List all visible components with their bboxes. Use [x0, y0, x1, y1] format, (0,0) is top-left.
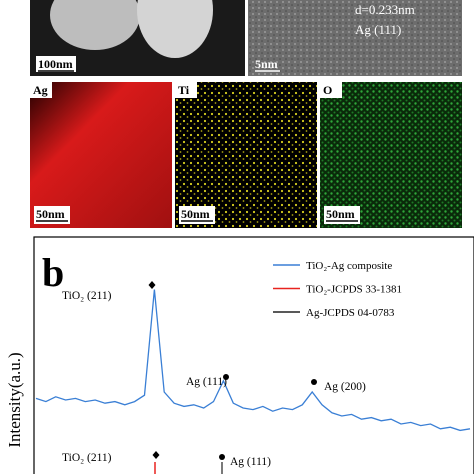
- legend-label: TiO₂-JCPDS 33-1381: [306, 284, 402, 296]
- scale-label: 100nm: [38, 57, 73, 71]
- particle: [50, 0, 140, 50]
- peak-label: TiO₂ (211): [62, 452, 112, 464]
- y-axis-label: Intensity(a.u.): [5, 352, 24, 447]
- eds-maps: [30, 82, 462, 228]
- map-label: Ti: [178, 83, 190, 97]
- scale-box: [36, 56, 76, 72]
- legend-label: Ag-JCPDS 04-0783: [306, 307, 395, 319]
- ag-map: [30, 82, 172, 228]
- particle: [137, 0, 213, 58]
- peak-label: Ag (200): [324, 381, 366, 393]
- scale-box: [34, 206, 70, 224]
- plot-frame: [33, 236, 474, 474]
- scale-label: 50nm: [326, 207, 355, 221]
- peak-marker: [219, 454, 225, 460]
- d-spacing: d=0.233nm: [355, 2, 415, 17]
- legend-label: TiO₂-Ag composite: [306, 260, 392, 272]
- scale-label: 50nm: [36, 207, 65, 221]
- map-label: O: [323, 83, 332, 97]
- peak-marker: [311, 379, 317, 385]
- hrtem-image: [248, 0, 462, 76]
- panel-label: b: [42, 250, 64, 295]
- scale-box: [324, 206, 360, 224]
- peak-marker: [223, 374, 229, 380]
- scale-label: 50nm: [181, 207, 210, 221]
- tem-images: 100nm 5nm d=0.233nm Ag (111): [30, 0, 462, 76]
- ti-map: [175, 82, 317, 228]
- map-label: Ag: [33, 83, 48, 97]
- scale-label: 5nm: [255, 57, 278, 71]
- peak-label: Ag (111): [186, 376, 227, 388]
- peak-marker: [152, 451, 160, 459]
- peak-marker: [148, 281, 156, 289]
- data-line: [35, 289, 471, 432]
- peak-label: Ag (111): [230, 456, 271, 468]
- map-label-box: [30, 82, 52, 98]
- map-label-box: [320, 82, 342, 98]
- scale-box: [179, 206, 215, 224]
- peak-label: TiO₂ (211): [62, 290, 112, 302]
- o-map: [320, 82, 462, 228]
- plane-label: Ag (111): [355, 22, 401, 37]
- map-label-box: [175, 82, 197, 98]
